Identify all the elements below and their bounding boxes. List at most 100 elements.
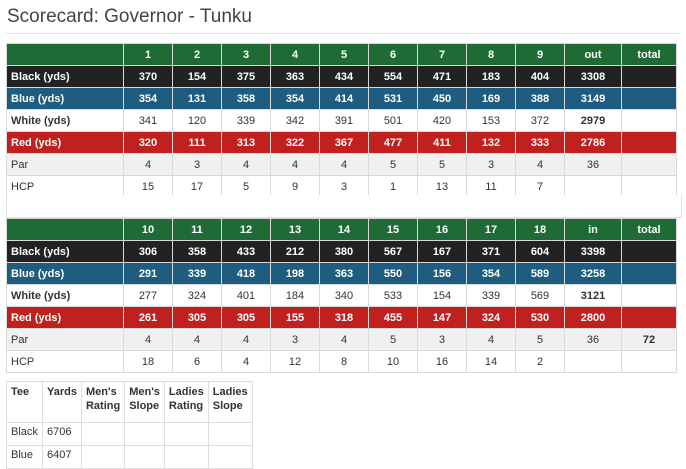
hole-number-cell: 12 xyxy=(221,218,271,241)
total-cell xyxy=(621,87,677,110)
hole-value-cell: 4 xyxy=(319,328,369,351)
hole-value-cell: 530 xyxy=(515,306,565,329)
total-cell xyxy=(621,262,677,285)
hole-number-cell: 17 xyxy=(466,218,516,241)
hole-value-cell: 434 xyxy=(319,65,369,88)
tee-header-cell: Tee xyxy=(6,381,43,423)
hole-value-cell: 306 xyxy=(123,240,173,263)
hole-value-cell: 339 xyxy=(221,109,271,132)
hole-value-cell: 418 xyxy=(221,262,271,285)
hole-value-cell: 131 xyxy=(172,87,222,110)
subtotal-cell: 2786 xyxy=(564,131,622,154)
hole-number-cell: total xyxy=(621,43,677,66)
hole-value-cell: 155 xyxy=(270,306,320,329)
hole-number-cell: 8 xyxy=(466,43,516,66)
tee-ratings-table: Tee Yards Men's Rating Men's Slope Ladies Ra… xyxy=(6,381,253,469)
hole-value-cell: 411 xyxy=(417,131,467,154)
ladies-rating-cell xyxy=(163,422,209,446)
total-cell xyxy=(621,306,677,329)
hole-value-cell: 370 xyxy=(123,65,173,88)
hole-value-cell: 354 xyxy=(466,262,516,285)
hole-value-cell: 372 xyxy=(515,109,565,132)
hole-value-cell: 471 xyxy=(417,65,467,88)
total-cell xyxy=(621,350,677,373)
red-tee-row: Red (yds) 261 305 305 155 318 455 147 324 530 2800 xyxy=(6,306,677,329)
hole-value-cell: 401 xyxy=(221,284,271,307)
hole-header-row: 10 11 12 13 14 15 16 17 18 in total xyxy=(6,218,677,241)
hole-value-cell: 11 xyxy=(466,175,516,198)
hole-value-cell: 120 xyxy=(172,109,222,132)
hole-value-cell: 4 xyxy=(221,350,271,373)
hole-value-cell: 4 xyxy=(123,153,173,176)
hcp-row: HCP 18 6 4 12 8 10 16 14 2 xyxy=(6,350,677,373)
hole-value-cell: 550 xyxy=(368,262,418,285)
hole-value-cell: 17 xyxy=(172,175,222,198)
hole-header-row: 1 2 3 4 5 6 7 8 9 out total xyxy=(6,43,677,66)
hole-value-cell: 10 xyxy=(368,350,418,373)
hole-number-cell: 10 xyxy=(123,218,173,241)
hole-value-cell: 589 xyxy=(515,262,565,285)
hole-value-cell: 4 xyxy=(270,153,320,176)
hole-value-cell: 3 xyxy=(466,153,516,176)
hole-value-cell: 6 xyxy=(172,350,222,373)
white-tee-row: White (yds) 341 120 339 342 391 501 420 153 372 29… xyxy=(6,109,677,132)
header-corner-cell xyxy=(6,43,124,66)
hole-value-cell: 3 xyxy=(319,175,369,198)
hole-value-cell: 318 xyxy=(319,306,369,329)
hole-value-cell: 4 xyxy=(221,153,271,176)
ladies-rating-cell xyxy=(163,445,209,469)
hole-value-cell: 380 xyxy=(319,240,369,263)
hole-value-cell: 358 xyxy=(172,240,222,263)
tee-header-cell: Ladies Rating xyxy=(163,381,209,423)
row-label: White (yds) xyxy=(6,109,124,132)
hole-value-cell: 3 xyxy=(417,328,467,351)
hole-value-cell: 567 xyxy=(368,240,418,263)
hole-value-cell: 554 xyxy=(368,65,418,88)
row-label: White (yds) xyxy=(6,284,124,307)
hcp-row: HCP 15 17 5 9 3 1 13 11 7 xyxy=(6,175,677,198)
row-label: HCP xyxy=(6,175,124,198)
hole-value-cell: 455 xyxy=(368,306,418,329)
hole-value-cell: 339 xyxy=(466,284,516,307)
hole-value-cell: 3 xyxy=(270,328,320,351)
hole-value-cell: 169 xyxy=(466,87,516,110)
tee-header-cell: Men's Rating xyxy=(80,381,126,423)
hole-value-cell: 604 xyxy=(515,240,565,263)
hole-number-cell: out xyxy=(564,43,622,66)
total-cell xyxy=(621,153,677,176)
hole-value-cell: 154 xyxy=(417,284,467,307)
hole-number-cell: 6 xyxy=(368,43,418,66)
hole-value-cell: 404 xyxy=(515,65,565,88)
hole-value-cell: 12 xyxy=(270,350,320,373)
hole-value-cell: 354 xyxy=(123,87,173,110)
hole-value-cell: 183 xyxy=(466,65,516,88)
row-label: Par xyxy=(6,153,124,176)
hole-value-cell: 147 xyxy=(417,306,467,329)
hole-value-cell: 305 xyxy=(172,306,222,329)
front-nine-scorecard: 1 2 3 4 5 6 7 8 9 out total Black (yds) 370 154 375 363… xyxy=(6,43,677,198)
subtotal-cell: 36 xyxy=(564,328,622,351)
tee-header-cell: Yards xyxy=(42,381,82,423)
hole-value-cell: 391 xyxy=(319,109,369,132)
hole-value-cell: 4 xyxy=(172,328,222,351)
hole-value-cell: 569 xyxy=(515,284,565,307)
subtotal-cell xyxy=(564,350,622,373)
title-divider xyxy=(5,33,681,34)
hole-value-cell: 7 xyxy=(515,175,565,198)
hole-value-cell: 5 xyxy=(515,328,565,351)
ladies-slope-cell xyxy=(207,445,253,469)
hole-value-cell: 324 xyxy=(172,284,222,307)
hole-value-cell: 16 xyxy=(417,350,467,373)
hole-value-cell: 2 xyxy=(515,350,565,373)
mens-rating-cell xyxy=(80,445,126,469)
hole-value-cell: 322 xyxy=(270,131,320,154)
tee-header-cell: Ladies Slope xyxy=(207,381,253,423)
hole-value-cell: 375 xyxy=(221,65,271,88)
hole-value-cell: 363 xyxy=(319,262,369,285)
tee-yards-cell: 6706 xyxy=(42,422,82,446)
hole-value-cell: 324 xyxy=(466,306,516,329)
hole-number-cell: 2 xyxy=(172,43,222,66)
black-tee-row: Black (yds) 370 154 375 363 434 554 471 183 404 33… xyxy=(6,65,677,88)
hole-number-cell: 9 xyxy=(515,43,565,66)
hole-value-cell: 18 xyxy=(123,350,173,373)
